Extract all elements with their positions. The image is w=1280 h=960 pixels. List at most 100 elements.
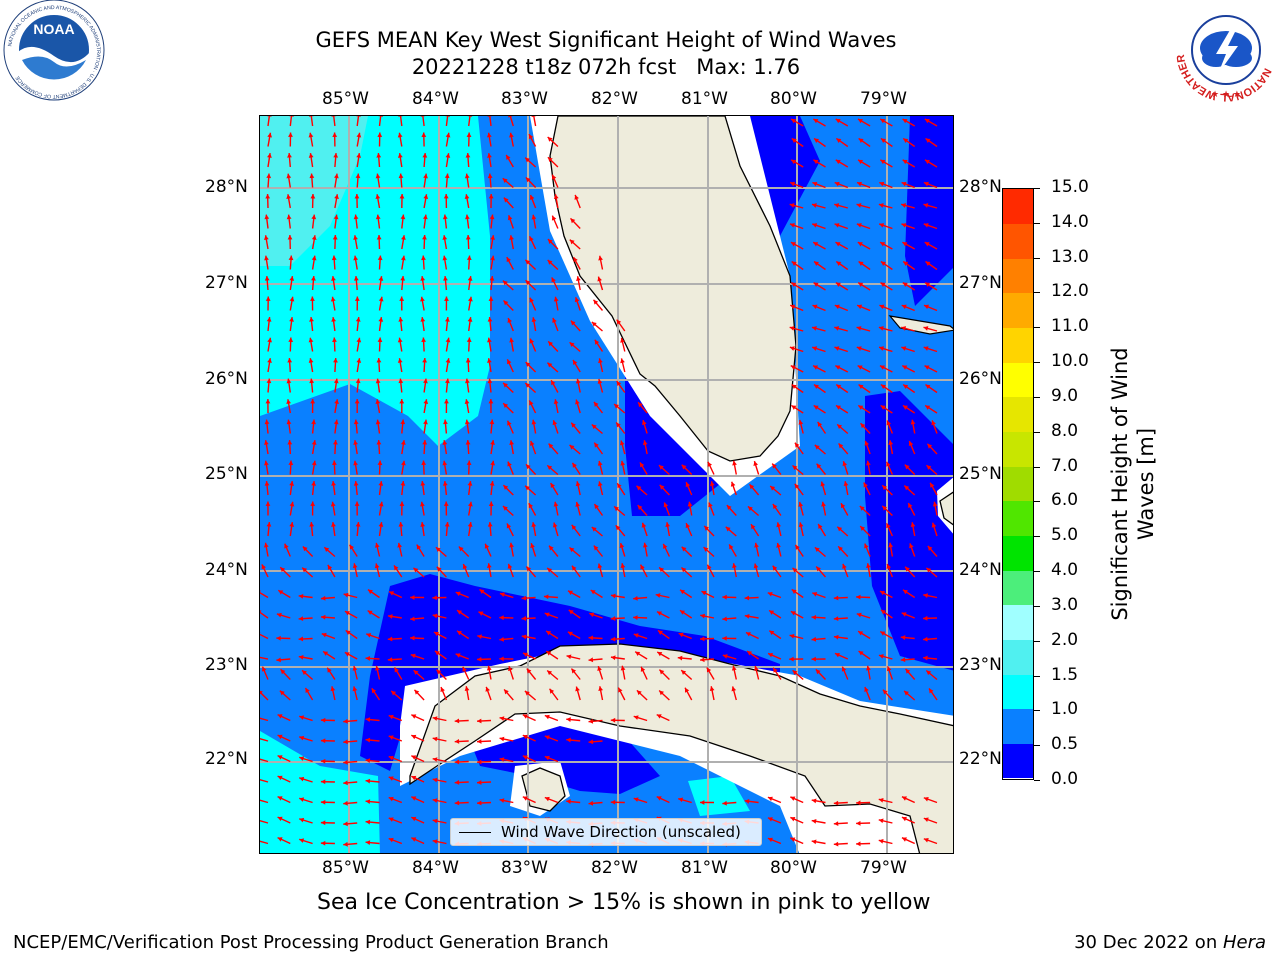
wave-direction-arrow xyxy=(353,214,359,229)
wave-direction-arrow xyxy=(333,357,338,373)
wave-direction-arrow xyxy=(331,116,337,127)
wave-direction-arrow xyxy=(332,337,337,352)
wave-direction-arrow xyxy=(309,317,314,332)
wave-direction-arrow xyxy=(445,317,450,332)
wave-direction-arrow xyxy=(834,326,848,332)
wave-direction-arrow xyxy=(902,118,916,127)
wave-direction-arrow xyxy=(331,276,336,291)
wave-direction-arrow xyxy=(260,758,269,763)
wave-direction-arrow xyxy=(708,502,715,516)
wave-direction-arrow xyxy=(332,460,337,475)
wave-direction-arrow xyxy=(375,665,381,680)
wave-direction-arrow xyxy=(356,116,361,127)
wave-direction-arrow xyxy=(311,235,317,250)
wave-direction-arrow xyxy=(488,296,494,311)
wave-direction-arrow xyxy=(487,116,493,127)
wave-direction-arrow xyxy=(320,717,335,723)
colorbar-tick-mark xyxy=(1034,327,1040,329)
wave-direction-arrow xyxy=(616,380,626,393)
wave-direction-arrow xyxy=(374,542,381,557)
wave-direction-arrow xyxy=(420,481,426,496)
wave-direction-arrow xyxy=(487,358,492,373)
wave-direction-arrow xyxy=(260,738,269,742)
colorbar-tick-mark xyxy=(1034,257,1040,259)
wave-direction-arrow xyxy=(464,399,470,414)
wave-direction-arrow xyxy=(857,404,871,414)
wave-direction-arrow xyxy=(571,524,581,537)
colorbar-segment xyxy=(1003,258,1033,294)
lon-label-bottom: 84°W xyxy=(412,858,459,878)
wave-direction-arrow xyxy=(569,239,581,250)
wave-direction-arrow xyxy=(904,464,916,475)
wave-direction-arrow xyxy=(641,522,648,537)
colorbar-tick-label: 5.0 xyxy=(1051,525,1079,546)
wave-direction-arrow xyxy=(489,275,495,291)
wave-direction-arrow xyxy=(521,634,536,640)
wave-direction-arrow xyxy=(922,636,938,642)
wave-direction-arrow xyxy=(377,460,383,475)
wave-direction-arrow xyxy=(567,631,581,640)
wave-direction-arrow xyxy=(633,595,648,601)
wave-direction-arrow xyxy=(352,563,358,578)
wave-direction-arrow xyxy=(931,420,938,434)
wave-direction-arrow xyxy=(435,669,447,680)
colorbar-tick-mark xyxy=(1034,745,1040,747)
colorbar-segment xyxy=(1003,570,1033,606)
wave-direction-arrow xyxy=(377,337,383,352)
wave-direction-arrow xyxy=(856,820,871,826)
wave-direction-arrow xyxy=(566,717,581,722)
wave-direction-arrow xyxy=(639,462,648,475)
wave-direction-arrow xyxy=(524,690,537,701)
wave-direction-arrow xyxy=(550,482,559,496)
wave-direction-arrow xyxy=(524,485,537,496)
wave-direction-arrow xyxy=(769,485,782,496)
wave-direction-arrow xyxy=(885,522,894,537)
wave-direction-arrow xyxy=(792,464,804,476)
wave-direction-arrow xyxy=(882,689,893,701)
wave-direction-arrow xyxy=(503,197,514,209)
lon-label-top: 80°W xyxy=(770,89,817,109)
wave-direction-arrow xyxy=(923,593,938,599)
svg-text:★ ★ ★: ★ ★ ★ xyxy=(1211,90,1241,100)
wave-direction-arrow xyxy=(811,818,826,824)
colorbar-tick-mark xyxy=(1034,188,1040,189)
wave-direction-arrow xyxy=(685,522,693,537)
wave-direction-arrow xyxy=(548,443,559,455)
wave-direction-arrow xyxy=(410,635,425,641)
wave-direction-arrow xyxy=(531,214,537,229)
wave-direction-arrow xyxy=(619,440,626,455)
wave-direction-arrow xyxy=(857,118,871,127)
wave-direction-arrow xyxy=(421,255,426,270)
wave-direction-arrow xyxy=(588,739,603,745)
wave-direction-arrow xyxy=(813,404,826,414)
wave-direction-arrow xyxy=(528,502,537,516)
wave-direction-arrow xyxy=(923,203,938,209)
andros-island xyxy=(939,491,953,526)
wave-direction-arrow xyxy=(834,223,849,230)
wave-direction-arrow xyxy=(277,754,291,763)
wave-direction-arrow xyxy=(499,615,514,621)
wave-direction-arrow xyxy=(879,159,893,168)
wave-direction-arrow xyxy=(343,800,358,806)
wave-direction-arrow xyxy=(445,358,451,373)
lat-label-left: 24°N xyxy=(205,560,248,580)
wave-direction-arrow xyxy=(881,505,893,517)
wave-direction-arrow xyxy=(881,484,893,496)
wave-direction-arrow xyxy=(507,317,514,332)
wave-direction-arrow xyxy=(789,203,804,209)
noaa-logo-text: NOAA xyxy=(33,21,74,37)
wave-direction-arrow xyxy=(477,634,492,640)
wave-direction-arrow xyxy=(333,152,339,168)
wave-direction-arrow xyxy=(411,816,425,824)
wave-direction-arrow xyxy=(445,337,451,352)
wave-direction-arrow xyxy=(343,718,358,724)
wave-direction-arrow xyxy=(443,419,448,434)
wave-direction-arrow xyxy=(264,440,269,455)
wave-direction-arrow xyxy=(685,481,693,496)
wave-direction-arrow xyxy=(455,653,469,660)
wave-direction-arrow xyxy=(901,796,915,804)
wave-direction-arrow xyxy=(678,632,692,640)
wave-direction-arrow xyxy=(354,501,360,516)
wave-direction-arrow xyxy=(531,419,537,434)
wave-direction-arrow xyxy=(522,734,536,742)
